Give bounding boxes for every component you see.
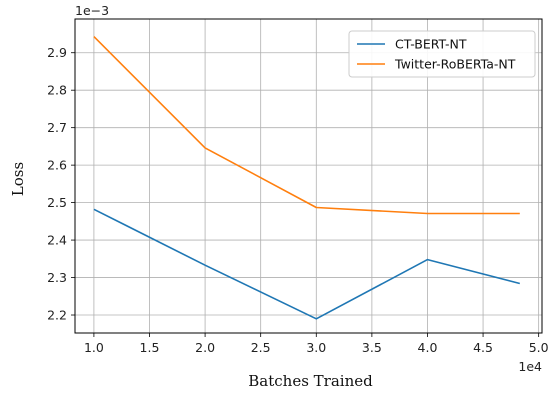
x-axis-multiplier: 1e4 bbox=[518, 359, 542, 374]
legend-box bbox=[348, 30, 536, 78]
y-tick-label: 2.3 bbox=[47, 270, 67, 285]
x-tick-label: 5.0 bbox=[529, 340, 549, 355]
y-axis-label: Loss bbox=[9, 162, 27, 196]
x-axis-label: Batches Trained bbox=[248, 372, 373, 390]
y-axis-multiplier: 1e−3 bbox=[75, 3, 109, 18]
y-tick-label: 2.4 bbox=[47, 233, 67, 248]
y-axis-ticks: 2.2 2.3 2.4 2.5 2.6 2.7 2.8 2.9 bbox=[47, 45, 75, 323]
y-tick-label: 2.5 bbox=[47, 195, 67, 210]
series-line-twitter-roberta-nt bbox=[93, 36, 520, 215]
series-line-ct-bert-nt bbox=[93, 208, 521, 320]
y-tick-label: 2.9 bbox=[47, 45, 67, 60]
x-tick-label: 2.0 bbox=[195, 340, 215, 355]
x-tick-label: 2.5 bbox=[251, 340, 271, 355]
x-tick-label: 1.5 bbox=[140, 340, 160, 355]
legend-label: Twitter-RoBERTa-NT bbox=[394, 57, 516, 72]
x-tick-label: 3.5 bbox=[362, 340, 382, 355]
x-tick-label: 3.0 bbox=[306, 340, 326, 355]
x-tick-label: 4.0 bbox=[418, 340, 438, 355]
plot-frame bbox=[74, 18, 543, 334]
y-tick-label: 2.2 bbox=[47, 308, 67, 323]
legend: CT-BERT-NT Twitter-RoBERTa-NT bbox=[348, 30, 536, 78]
y-tick-label: 2.7 bbox=[47, 120, 67, 135]
y-tick-label: 2.6 bbox=[47, 158, 67, 173]
legend-label: CT-BERT-NT bbox=[395, 37, 467, 52]
y-tick-label: 2.8 bbox=[47, 83, 67, 98]
x-tick-label: 1.0 bbox=[84, 340, 104, 355]
series-lines bbox=[93, 36, 521, 320]
x-tick-label: 4.5 bbox=[473, 340, 493, 355]
x-axis-ticks: 1.0 1.5 2.0 2.5 3.0 3.5 4.0 4.5 5.0 bbox=[84, 333, 549, 355]
